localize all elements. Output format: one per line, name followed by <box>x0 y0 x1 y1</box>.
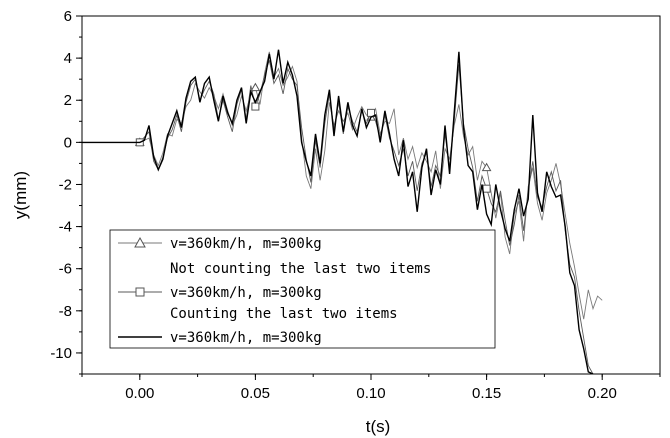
legend-entry-1-line1: v=360km/h, m=300kg <box>170 236 322 252</box>
legend-entry-1-line2: Not counting the last two items <box>170 261 431 277</box>
y-tick-label: 4 <box>64 50 72 67</box>
x-tick-label: 0.00 <box>125 385 154 402</box>
y-tick-label: -4 <box>59 219 72 236</box>
legend-entry-2-line2: Counting the last two items <box>170 306 398 322</box>
axis-layer: 0.00 0.05 0.10 0.15 0.20 6 4 2 0 -2 -4 -6 -8 -10 <box>50 8 661 402</box>
y-tick-label: -2 <box>59 176 72 193</box>
y-tick-label: 2 <box>64 92 72 109</box>
x-tick-label: 0.05 <box>241 385 270 402</box>
legend-entry-3-line1: v=360km/h, m=300kg <box>170 330 322 346</box>
triangle-marker <box>481 162 492 172</box>
series-layer <box>82 49 603 374</box>
y-tick-label: -10 <box>50 345 72 362</box>
series-line-3 <box>82 49 594 374</box>
x-tick-label: 0.20 <box>588 385 617 402</box>
legend: v=360km/h, m=300kg Not counting the last… <box>109 229 496 349</box>
series-line-2 <box>82 60 594 374</box>
y-tick-label: 6 <box>64 8 72 25</box>
legend-entry-2-line1: v=360km/h, m=300kg <box>170 285 322 301</box>
x-axis-title: t(s) <box>366 417 391 436</box>
triangle-marker <box>250 82 261 92</box>
square-marker <box>251 102 260 111</box>
x-tick-label: 0.15 <box>472 385 501 402</box>
y-tick-label: -6 <box>59 261 72 278</box>
legend-box <box>109 229 496 349</box>
legend-square-marker <box>135 287 145 297</box>
y-axis-title: y(mm) <box>11 171 30 219</box>
legend-triangle-marker <box>134 236 146 248</box>
y-tick-label: 0 <box>64 134 72 151</box>
x-tick-label: 0.10 <box>356 385 385 402</box>
y-tick-label: -8 <box>59 303 72 320</box>
square-marker <box>482 184 491 193</box>
